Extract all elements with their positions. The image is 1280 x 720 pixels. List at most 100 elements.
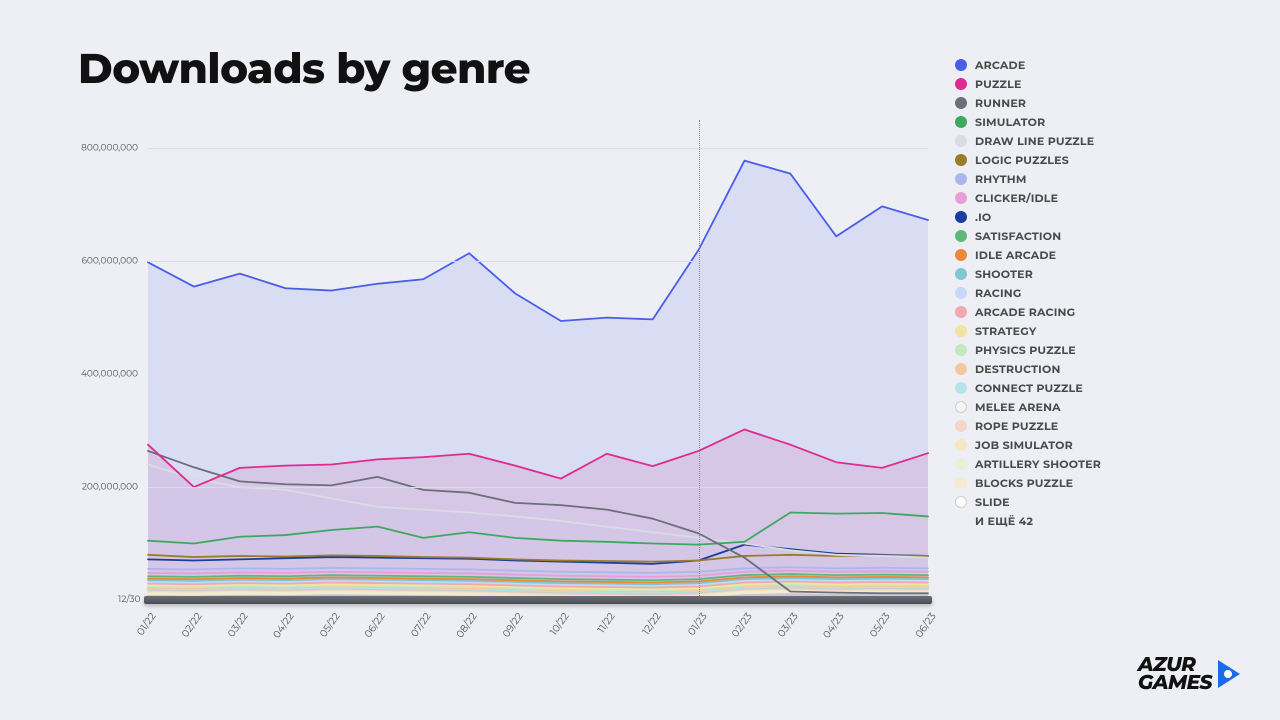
legend-swatch-icon [955,325,967,337]
gridline [148,261,928,262]
legend-swatch-icon [955,230,967,242]
x-axis-label: 02/23 [729,610,755,640]
legend-item[interactable]: BLOCKS PUZZLE [955,476,1175,490]
legend-label: JOB SIMULATOR [975,438,1073,452]
legend-label: RACING [975,286,1022,300]
x-axis-label: 05/23 [867,610,893,640]
legend-swatch-icon [955,458,967,470]
legend-swatch-icon [955,420,967,432]
legend-item[interactable]: SLIDE [955,495,1175,509]
legend-item[interactable]: ARCADE [955,58,1175,72]
legend-label: RHYTHM [975,172,1027,186]
legend-label: DESTRUCTION [975,362,1061,376]
legend-label: RUNNER [975,96,1026,110]
legend-more-label: И ЕЩЁ 42 [975,514,1033,528]
x-axis-label: 03/22 [224,610,250,639]
legend-swatch-icon [955,344,967,356]
legend-label: IDLE ARCADE [975,248,1056,262]
x-axis-label: 12/22 [639,610,663,637]
corner-label: 12/30 [118,594,141,605]
legend-item[interactable]: RACING [955,286,1175,300]
x-axis-label: 03/23 [775,610,801,639]
legend-swatch-icon [955,268,967,280]
legend-label: CLICKER/IDLE [975,191,1058,205]
legend-item[interactable]: DRAW LINE PUZZLE [955,134,1175,148]
legend-item[interactable]: SHOOTER [955,267,1175,281]
x-axis-label: 07/22 [408,610,434,639]
legend-label: SATISFACTION [975,229,1061,243]
legend-item[interactable]: PUZZLE [955,77,1175,91]
legend-swatch-icon [955,306,967,318]
legend-swatch-icon [955,78,967,90]
legend-swatch-icon [955,249,967,261]
legend-label: SHOOTER [975,267,1033,281]
legend-label: BLOCKS PUZZLE [975,476,1073,490]
legend-item[interactable]: CLICKER/IDLE [955,191,1175,205]
x-axis-label: 06/22 [362,610,388,640]
chart-area: 200,000,000400,000,000600,000,000800,000… [78,120,928,650]
legend-swatch-icon [955,154,967,166]
legend-label: STRATEGY [975,324,1037,338]
x-axis-label: 04/22 [269,610,296,641]
legend-item[interactable]: ARTILLERY SHOOTER [955,457,1175,471]
legend-label: DRAW LINE PUZZLE [975,134,1094,148]
gridline [148,148,928,149]
x-axis-label: 11/22 [594,610,617,635]
legend-label: LOGIC PUZZLES [975,153,1069,167]
legend-swatch-icon [955,496,967,508]
year-divider [699,120,700,600]
legend-swatch-icon [955,363,967,375]
legend-label: .IO [975,210,991,224]
legend-item[interactable]: SIMULATOR [955,115,1175,129]
legend-swatch-icon [955,439,967,451]
legend-item[interactable]: CONNECT PUZZLE [955,381,1175,395]
legend: ARCADE PUZZLE RUNNER SIMULATOR DRAW LINE PUZ… [955,58,1175,533]
legend-label: MELEE ARENA [975,400,1061,414]
x-axis-label: 04/23 [820,610,847,641]
x-axis-label: 06/23 [912,610,938,640]
legend-item[interactable]: ARCADE RACING [955,305,1175,319]
legend-item[interactable]: ROPE PUZZLE [955,419,1175,433]
legend-item[interactable]: JOB SIMULATOR [955,438,1175,452]
legend-swatch-icon [955,116,967,128]
chart-title: Downloads by genre [78,42,530,94]
y-axis-label: 400,000,000 [81,369,138,380]
x-axis-label: 05/22 [316,610,342,640]
legend-more[interactable]: И ЕЩЁ 42 [955,514,1175,528]
legend-item[interactable]: STRATEGY [955,324,1175,338]
legend-label: PUZZLE [975,77,1022,91]
legend-label: SLIDE [975,495,1010,509]
y-axis-label: 800,000,000 [81,143,138,154]
legend-item[interactable]: LOGIC PUZZLES [955,153,1175,167]
legend-item[interactable]: RUNNER [955,96,1175,110]
legend-label: PHYSICS PUZZLE [975,343,1076,357]
legend-swatch-icon [955,135,967,147]
x-axis-label: 08/22 [453,610,480,640]
x-axis-label: 10/22 [547,610,572,638]
legend-swatch-icon [955,287,967,299]
legend-swatch-icon [955,211,967,223]
legend-item[interactable]: MELEE ARENA [955,400,1175,414]
legend-item[interactable]: SATISFACTION [955,229,1175,243]
legend-label: ROPE PUZZLE [975,419,1058,433]
legend-label: SIMULATOR [975,115,1045,129]
legend-item[interactable]: IDLE ARCADE [955,248,1175,262]
x-axis-label: 01/22 [134,610,159,638]
legend-swatch-icon [955,477,967,489]
legend-item[interactable]: RHYTHM [955,172,1175,186]
legend-swatch-icon [955,59,967,71]
legend-swatch-icon [955,97,967,109]
legend-label: ARTILLERY SHOOTER [975,457,1101,471]
plot-area [148,120,928,600]
baseline-bar [144,596,932,604]
y-axis-label: 600,000,000 [81,256,138,267]
legend-swatch-icon [955,192,967,204]
legend-label: ARCADE [975,58,1025,72]
legend-item[interactable]: DESTRUCTION [955,362,1175,376]
gridline [148,487,928,488]
legend-swatch-icon [955,382,967,394]
series-area [148,161,928,600]
legend-item[interactable]: .IO [955,210,1175,224]
legend-label: CONNECT PUZZLE [975,381,1083,395]
legend-item[interactable]: PHYSICS PUZZLE [955,343,1175,357]
